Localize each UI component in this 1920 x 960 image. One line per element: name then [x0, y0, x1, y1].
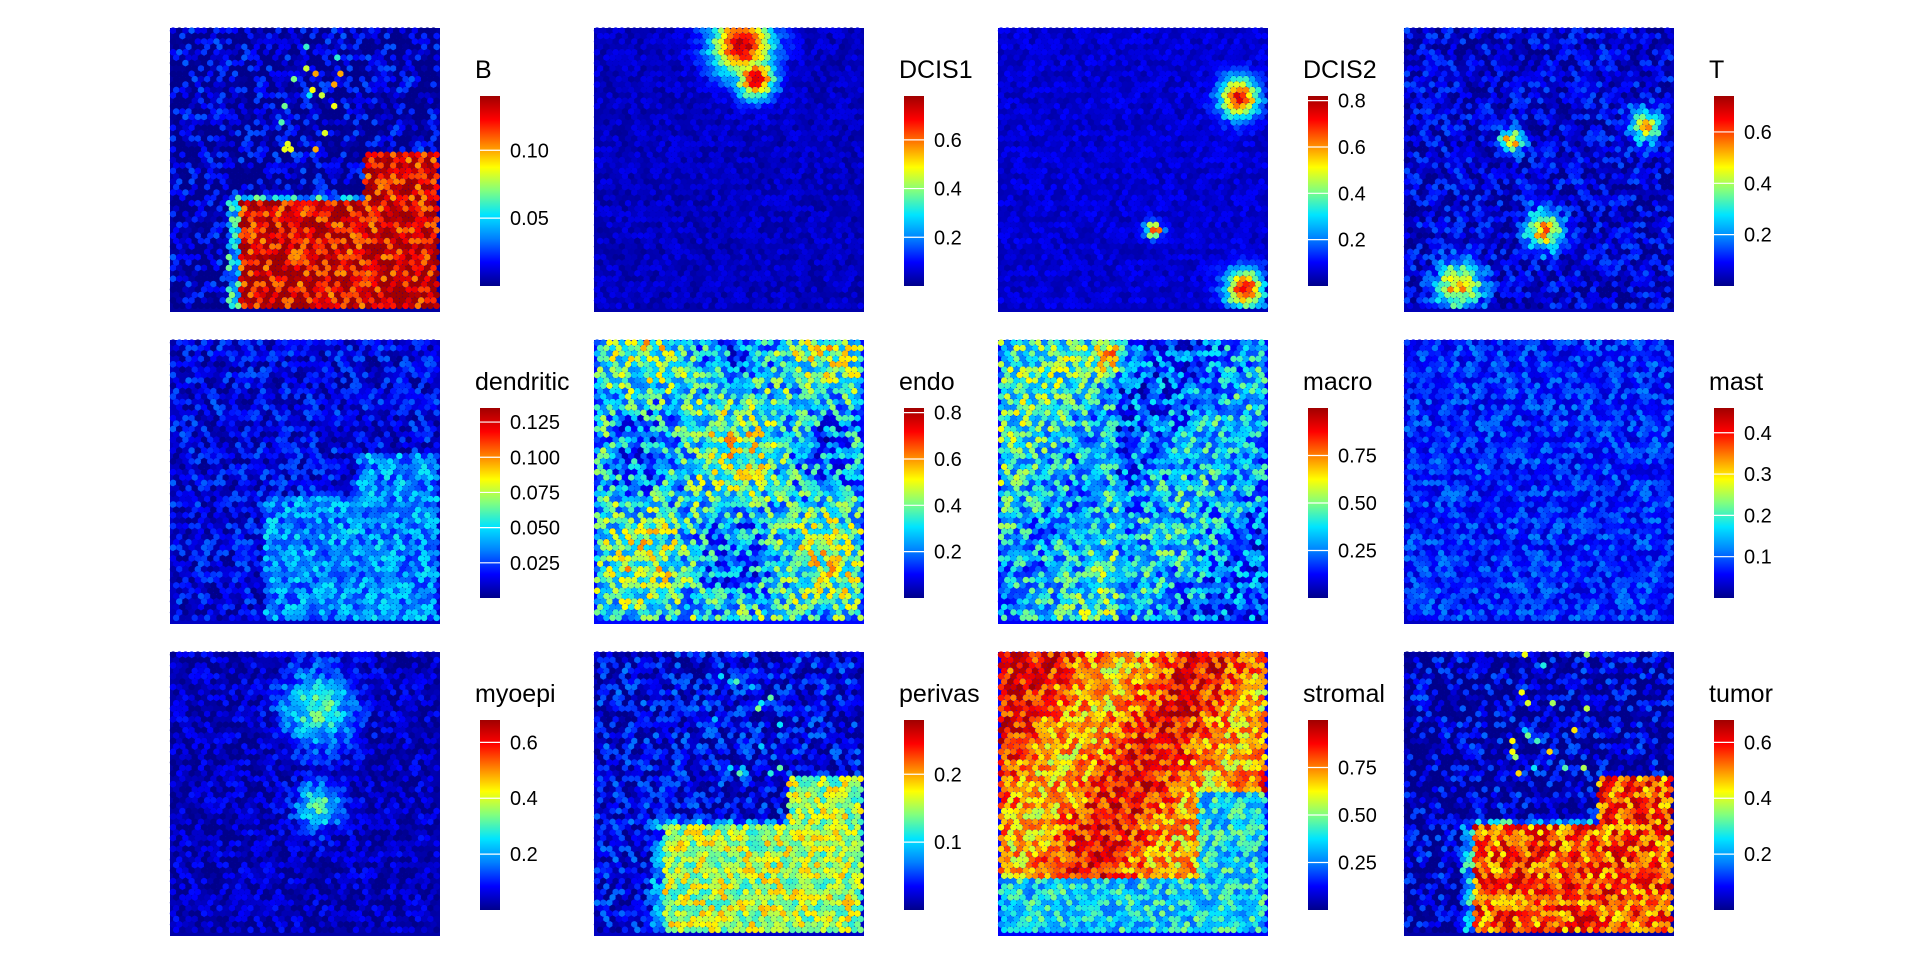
heatmap-spots — [998, 27, 1268, 309]
colorbar-tick-label: 0.4 — [1744, 173, 1772, 195]
colorbar — [480, 720, 500, 910]
colorbar-tick-label: 0.2 — [1744, 844, 1772, 866]
legend-title: B — [475, 56, 492, 84]
colorbar-tick-label: 0.4 — [934, 179, 962, 201]
colorbar-tick-label: 0.05 — [510, 208, 549, 230]
colorbar — [904, 720, 924, 910]
colorbar-tick-label: 0.075 — [510, 482, 560, 504]
colorbar — [480, 96, 500, 286]
colorbar-tick-label: 0.8 — [934, 403, 962, 425]
heatmap-spots — [998, 651, 1268, 933]
colorbar-tick-label: 0.50 — [1338, 805, 1377, 827]
colorbar-tick-label: 0.25 — [1338, 541, 1377, 563]
colorbar-tick-label: 0.10 — [510, 140, 549, 162]
colorbar-tick-label: 0.2 — [1744, 505, 1772, 527]
colorbar-tick-label: 0.6 — [1744, 122, 1772, 144]
heatmap-spots — [170, 651, 440, 933]
panel-stromal: stromal 0.25 0.50 0.75 — [998, 651, 1385, 936]
colorbar-tick-label: 0.6 — [934, 130, 962, 152]
heatmap-spots — [594, 339, 864, 621]
heatmap-spots — [594, 27, 864, 309]
panel-b: B 0.05 0.10 — [170, 27, 549, 312]
colorbar-tick-label: 0.050 — [510, 518, 560, 540]
colorbar — [904, 408, 924, 598]
colorbar-tick-label: 0.125 — [510, 412, 560, 434]
colorbar-tick-label: 0.2 — [1338, 230, 1366, 252]
colorbar-tick-label: 0.1 — [934, 832, 962, 854]
colorbar — [1714, 96, 1734, 286]
colorbar-tick-label: 0.6 — [934, 449, 962, 471]
colorbar — [1714, 408, 1734, 598]
legend-title: DCIS1 — [899, 56, 973, 84]
colorbar-tick-label: 0.4 — [1744, 423, 1772, 445]
colorbar — [1308, 96, 1328, 286]
colorbar-tick-label: 0.6 — [1338, 137, 1366, 159]
colorbar-tick-label: 0.2 — [1744, 225, 1772, 247]
legend-title: DCIS2 — [1303, 56, 1377, 84]
legend-title: perivas — [899, 680, 980, 708]
colorbar-tick-label: 0.4 — [934, 495, 962, 517]
colorbar-tick-label: 0.2 — [510, 844, 538, 866]
colorbar-tick-label: 0.6 — [510, 732, 538, 754]
legend-title: tumor — [1709, 680, 1773, 708]
colorbar — [480, 408, 500, 598]
colorbar — [904, 96, 924, 286]
colorbar — [1714, 720, 1734, 910]
panel-endo: endo 0.2 0.4 0.6 0.8 — [594, 339, 962, 624]
colorbar-tick-label: 0.4 — [510, 788, 538, 810]
colorbar-tick-label: 0.4 — [1338, 183, 1366, 205]
colorbar-tick-label: 0.1 — [1744, 547, 1772, 569]
panel-dcis2: DCIS2 0.2 0.4 0.6 0.8 — [998, 27, 1377, 312]
colorbar-tick-label: 0.50 — [1338, 493, 1377, 515]
colorbar-tick-label: 0.2 — [934, 764, 962, 786]
colorbar-tick-label: 0.3 — [1744, 464, 1772, 486]
legend-title: macro — [1303, 368, 1372, 396]
colorbar-tick-label: 0.4 — [1744, 788, 1772, 810]
colorbar-tick-label: 0.025 — [510, 553, 560, 575]
panel-myoepi: myoepi 0.2 0.4 0.6 — [170, 651, 556, 936]
panel-mast: mast 0.1 0.2 0.3 0.4 — [1404, 339, 1772, 624]
legend-title: dendritic — [475, 368, 570, 396]
colorbar-tick-label: 0.2 — [934, 542, 962, 564]
colorbar-tick-label: 0.75 — [1338, 446, 1377, 468]
legend-title: mast — [1709, 368, 1763, 396]
panel-dendritic: dendritic 0.025 0.050 0.075 0.100 0.125 — [170, 339, 570, 624]
legend-title: stromal — [1303, 680, 1385, 708]
legend-title: T — [1709, 56, 1724, 84]
colorbar-tick-label: 0.25 — [1338, 853, 1377, 875]
heatmap-spots — [1404, 27, 1674, 309]
heatmap-spots — [998, 339, 1268, 621]
colorbar-tick-label: 0.75 — [1338, 758, 1377, 780]
heatmap-spots — [594, 651, 864, 933]
heatmap-spots — [1404, 651, 1674, 933]
panel-perivas: perivas 0.1 0.2 — [594, 651, 980, 936]
colorbar-tick-label: 0.100 — [510, 447, 560, 469]
panels-root: B 0.05 0.10 DCIS1 0.2 0.4 0.6 DCIS2 0.2 0.4 0.6 0.8… — [170, 27, 1773, 936]
panel-macro: macro 0.25 0.50 0.75 — [998, 339, 1377, 624]
legend-title: myoepi — [475, 680, 556, 708]
heatmap-spots — [170, 339, 440, 621]
panel-tumor: tumor 0.2 0.4 0.6 — [1404, 651, 1773, 936]
heatmap-spots — [170, 27, 440, 309]
colorbar-tick-label: 0.6 — [1744, 732, 1772, 754]
heatmap-spots — [1404, 339, 1674, 621]
spatial-heatmap-figure: B 0.05 0.10 DCIS1 0.2 0.4 0.6 DCIS2 0.2 0.4 0.6 0.8… — [0, 0, 1920, 960]
panel-dcis1: DCIS1 0.2 0.4 0.6 — [594, 27, 973, 312]
legend-title: endo — [899, 368, 955, 396]
colorbar-tick-label: 0.8 — [1338, 91, 1366, 113]
colorbar-tick-label: 0.2 — [934, 227, 962, 249]
panel-t: T 0.2 0.4 0.6 — [1404, 27, 1772, 312]
